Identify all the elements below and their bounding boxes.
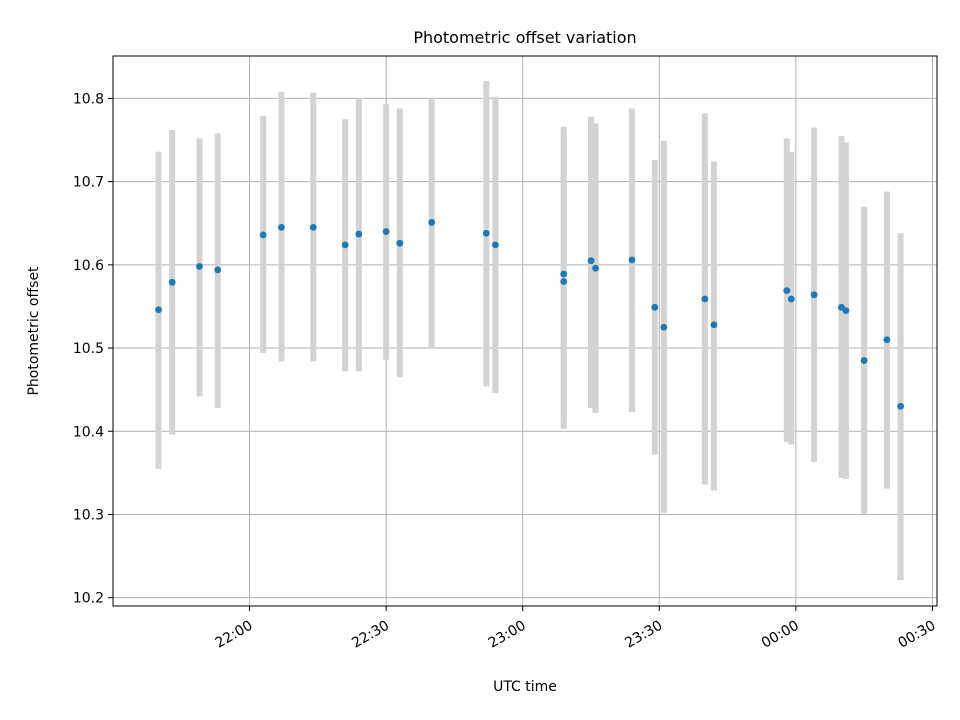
data-point bbox=[897, 402, 904, 410]
data-point bbox=[592, 264, 599, 272]
data-point bbox=[214, 266, 222, 274]
data-point bbox=[660, 323, 668, 331]
data-point bbox=[196, 263, 203, 270]
y-axis-label: Photometric offset bbox=[26, 266, 42, 396]
data-point bbox=[382, 228, 390, 235]
data-points bbox=[155, 219, 904, 410]
data-point bbox=[860, 357, 868, 364]
data-point bbox=[883, 336, 891, 344]
data-point bbox=[560, 270, 568, 278]
data-point bbox=[259, 231, 267, 239]
data-point bbox=[355, 230, 363, 238]
data-point bbox=[492, 241, 499, 249]
chart-title: Photometric offset variation bbox=[413, 28, 636, 47]
data-point bbox=[278, 224, 285, 231]
y-tick-label: 10.4 bbox=[73, 424, 104, 440]
data-point bbox=[428, 219, 436, 226]
y-axis-ticks: 10.2 10.3 10.4 10.5 10.6 10.7 10.8 bbox=[73, 91, 113, 607]
data-point bbox=[701, 295, 709, 303]
data-point bbox=[842, 307, 850, 315]
y-tick-label: 10.7 bbox=[73, 175, 104, 191]
data-point bbox=[810, 291, 818, 299]
data-point bbox=[651, 303, 659, 311]
data-point bbox=[710, 321, 718, 329]
plot-frame bbox=[112, 55, 938, 607]
y-tick-label: 10.5 bbox=[73, 341, 104, 357]
y-tick-label: 10.3 bbox=[73, 507, 104, 523]
data-point bbox=[628, 256, 636, 264]
y-tick-label: 10.2 bbox=[73, 591, 104, 607]
data-point bbox=[783, 287, 791, 295]
y-tick-label: 10.8 bbox=[73, 91, 104, 107]
data-point bbox=[787, 295, 795, 303]
data-point bbox=[341, 241, 349, 249]
data-point bbox=[309, 224, 317, 231]
data-point bbox=[396, 239, 404, 247]
data-point bbox=[155, 306, 162, 314]
data-point bbox=[560, 278, 568, 285]
data-point bbox=[168, 278, 176, 286]
y-tick-label: 10.6 bbox=[73, 258, 104, 274]
data-point bbox=[482, 229, 490, 237]
data-point bbox=[587, 257, 595, 265]
x-axis-label: UTC time bbox=[493, 679, 557, 695]
